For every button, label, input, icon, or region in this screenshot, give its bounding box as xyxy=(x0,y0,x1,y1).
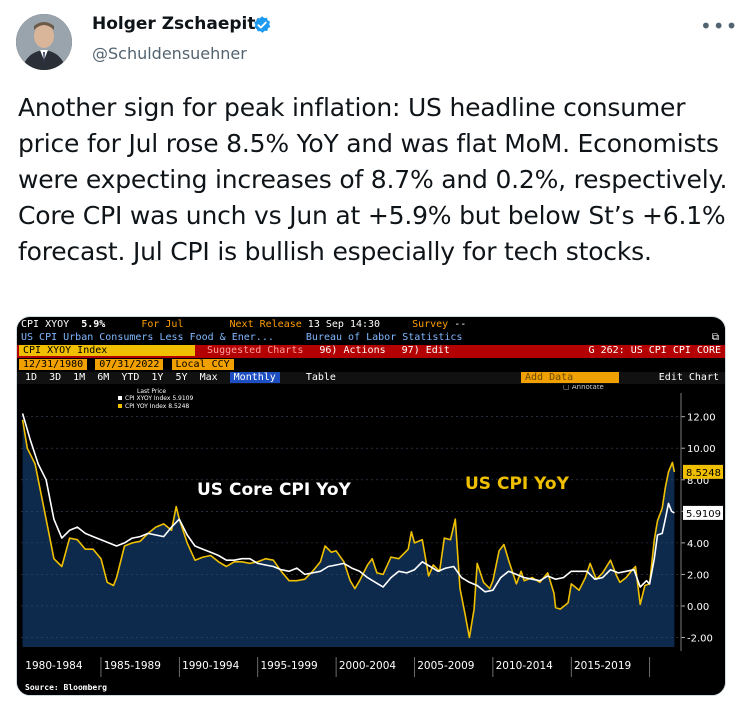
data-source: Bureau of Labor Statistics xyxy=(305,332,463,343)
avatar[interactable] xyxy=(16,14,72,70)
add-data-input[interactable]: Add Data xyxy=(521,372,619,383)
core-annotation: US Core CPI YoY xyxy=(197,480,352,500)
period-buttons[interactable]: 1D 3D 1M 6M YTD 1Y 5Y Max xyxy=(25,372,230,383)
x-tick-label: 1980-1984 xyxy=(25,660,83,672)
cpi-chart: 12.0010.008.006.004.002.000.00-2.001980-… xyxy=(17,385,725,695)
period-max[interactable]: Max xyxy=(199,372,218,383)
ticker-value: 5.9% xyxy=(81,319,106,330)
for-period: For Jul xyxy=(141,319,184,330)
x-tick-label: 2005-2009 xyxy=(417,660,474,672)
edit-menu[interactable]: 97) Edit xyxy=(401,345,450,356)
terminal-header-row-2: US CPI Urban Consumers Less Food & Ener.… xyxy=(17,332,725,344)
terminal-toolbar-red: CPI XYOY Index Suggested Charts 96) Acti… xyxy=(17,345,725,358)
period-ytd[interactable]: YTD xyxy=(121,372,140,383)
more-options-icon[interactable]: ••• xyxy=(700,14,739,38)
survey-value: -- xyxy=(454,319,467,330)
tweet-text: Another sign for peak inflation: US head… xyxy=(18,93,728,266)
verified-badge-icon xyxy=(254,16,271,33)
y-tick-label: 4.00 xyxy=(687,539,709,550)
headline-last-tag-bg xyxy=(683,464,723,479)
actions-menu[interactable]: 96) Actions xyxy=(319,345,386,356)
terminal-period-bar: 1D 3D 1M 6M YTD 1Y 5Y Max Monthly Table … xyxy=(17,372,725,384)
core-last-value: 5.9109 xyxy=(686,509,721,520)
author-name[interactable]: Holger Zschaepitz xyxy=(92,14,266,34)
period-3d[interactable]: 3D xyxy=(49,372,62,383)
x-tick-label: 1995-1999 xyxy=(260,660,317,672)
x-tick-label: 2000-2004 xyxy=(339,660,397,672)
tweet-media-chart[interactable]: CPI XYOY 5.9% For Jul Next Release 13 Se… xyxy=(16,316,726,696)
core-last-tag-bg xyxy=(683,505,723,520)
headline-annotation: US CPI YoY xyxy=(465,474,570,494)
period-5y[interactable]: 5Y xyxy=(175,372,188,383)
legend-label: CPI XYOY Index 5.9109 xyxy=(125,395,194,402)
series-description: US CPI Urban Consumers Less Food & Ener.… xyxy=(21,332,274,343)
period-1d[interactable]: 1D xyxy=(25,372,38,383)
next-release-value: 13 Sep 14:30 xyxy=(307,319,381,330)
core-cpi-line xyxy=(21,413,675,593)
y-tick-label: 0.00 xyxy=(687,602,709,613)
date-end[interactable]: 07/31/2022 xyxy=(95,359,164,370)
next-release-label: Next Release xyxy=(229,319,302,330)
y-tick-label: 12.00 xyxy=(687,413,716,424)
period-6m[interactable]: 6M xyxy=(97,372,110,383)
period-1m[interactable]: 1M xyxy=(73,372,86,383)
author-handle[interactable]: @Schuldensuehner xyxy=(92,44,247,63)
y-tick-label: -2.00 xyxy=(687,634,713,645)
frequency-select[interactable]: Monthly xyxy=(229,372,280,383)
y-tick-label: 10.00 xyxy=(687,444,716,455)
avatar-image xyxy=(16,14,72,70)
legend-title: Last Price xyxy=(137,388,166,395)
legend-swatch xyxy=(118,404,122,408)
legend-label: CPI YOY Index 8.5248 xyxy=(125,403,189,410)
date-start[interactable]: 12/31/1980 xyxy=(19,359,88,370)
edit-chart-button[interactable]: Edit Chart xyxy=(658,372,719,383)
table-button[interactable]: Table xyxy=(305,372,336,383)
legend-swatch xyxy=(118,396,122,400)
window-icon[interactable]: ⧉ xyxy=(711,332,719,343)
terminal-toolbar-dates: 12/31/1980 07/31/2022 Local CCY xyxy=(17,359,725,371)
suggested-charts[interactable]: Suggested Charts xyxy=(207,345,304,356)
currency-select[interactable]: Local CCY xyxy=(171,359,234,370)
x-tick-label: 1990-1994 xyxy=(182,660,240,672)
headline-area-fill xyxy=(22,419,675,647)
period-1y[interactable]: 1Y xyxy=(151,372,164,383)
chart-code: G 262: US CPI CPI CORE xyxy=(588,345,721,356)
x-tick-label: 2010-2014 xyxy=(496,660,554,672)
index-box[interactable]: CPI XYOY Index xyxy=(19,345,195,356)
x-tick-label: 1985-1989 xyxy=(104,660,161,672)
ticker: CPI XYOY xyxy=(21,319,70,330)
x-tick-label: 2015-2019 xyxy=(574,660,631,672)
y-tick-label: 2.00 xyxy=(687,570,709,581)
survey-label: Survey xyxy=(412,319,449,330)
terminal-header-row-1: CPI XYOY 5.9% For Jul Next Release 13 Se… xyxy=(17,319,725,332)
y-tick-label: 8.00 xyxy=(687,476,709,487)
source-note: Source: Bloomberg xyxy=(25,683,107,692)
headline-last-value: 8.5248 xyxy=(686,468,721,479)
annotate-toggle: ▢ Annotate xyxy=(563,385,604,391)
